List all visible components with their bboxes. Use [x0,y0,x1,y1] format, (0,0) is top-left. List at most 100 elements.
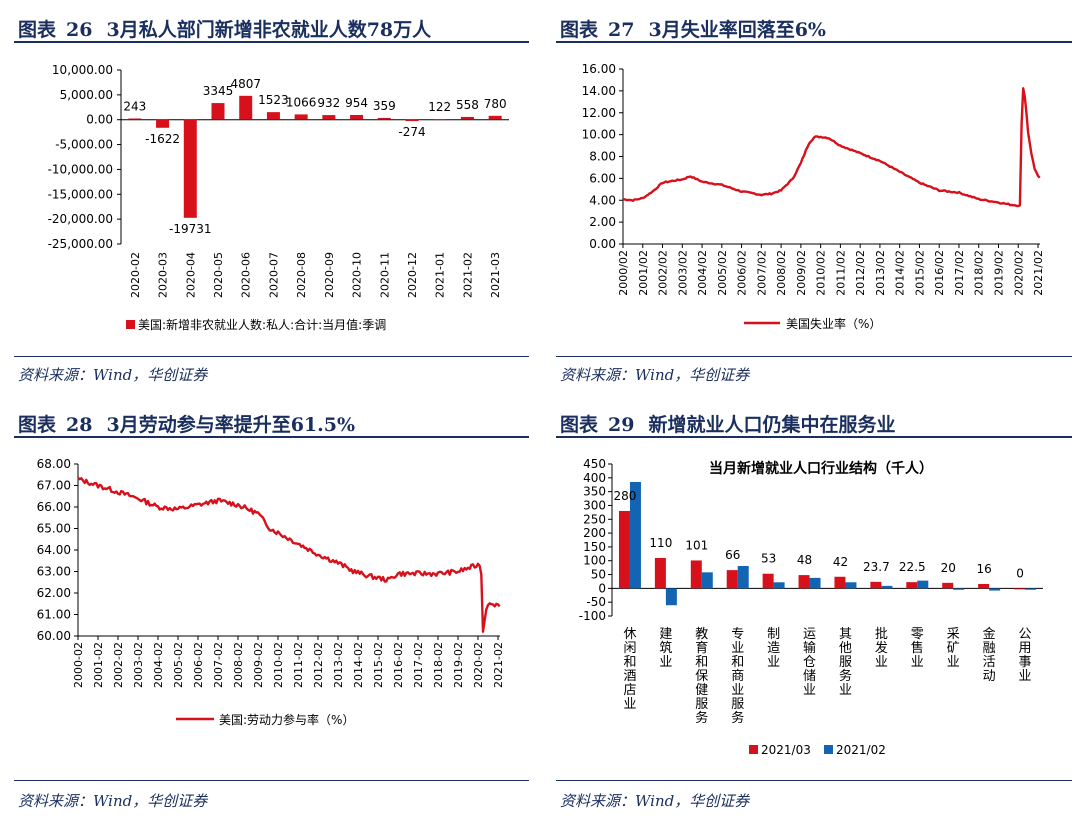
series-line [77,477,501,633]
x-tick-label: 2020-09 [323,252,336,298]
x-tick-label: 2001/02 [637,250,650,296]
bar-value-label: 20 [941,561,956,575]
bar-2021-03 [726,570,738,589]
x-category-label: 运输仓储业 [803,627,816,698]
bar-2021-02 [737,565,749,589]
x-tick-label: 2020-12 [406,252,419,298]
x-tick-label: 2018-02 [432,642,445,688]
x-tick-label: 2006/02 [736,250,749,296]
bar-value-label: 280 [614,489,637,503]
chart-unemployment-rate: 16.00 14.00 12.00 10.00 8.00 6.00 4.00 2.00 0.00… [582,62,1045,331]
y-tick-label: 10.00 [582,128,616,142]
x-tick-label: 2020-03 [157,252,170,298]
x-tick-label: 2009-02 [252,642,265,688]
figure-28-number: 28 [66,414,93,436]
y-tick-label: 400 [583,471,606,485]
bar-2021-02 [953,588,965,590]
bar [460,116,474,120]
bar-value-label: 110 [649,536,672,550]
bar-value-label: 954 [345,96,368,110]
bar-2021-03 [870,581,882,589]
bar-2021-02 [917,580,929,589]
figure-28-bottom-rule [14,780,529,781]
bar [211,103,225,120]
x-tick-label: 2002-02 [112,642,125,688]
x-category-label: 制造业 [767,627,780,670]
y-tick-label: 63.00 [37,565,71,579]
figure-27-bottom-rule [556,356,1072,357]
y-tick-label: -10,000.00 [48,162,113,176]
x-category-label: 其他服务业 [839,627,852,698]
bar-value-label: -274 [398,125,425,139]
y-tick-label: 150 [583,540,606,554]
figure-27-prefix: 图表 [560,19,599,41]
y-tick-label: 60.00 [37,629,71,643]
figure-27-source: 资料来源：Wind，华创证券 [560,366,750,384]
x-tick-label: 2000/02 [617,250,630,296]
bar-2021-02 [809,577,821,589]
x-tick-label: 2013-02 [332,642,345,688]
y-tick-label: 64.00 [37,543,71,557]
y-tick-label: 450 [583,457,606,471]
figure-26-title: 图表 26 3月私人部门新增非农就业人数78万人 [18,15,431,42]
x-tick-label: 2011-02 [292,642,305,688]
chart-participation-rate: 68.00 67.00 66.00 65.00 64.00 63.00 62.00 61.00… [37,457,505,727]
x-tick-label: 2020-10 [351,252,364,298]
figure-29-top-rule [556,436,1072,438]
x-category-label: 金融活动 [983,626,996,684]
x-tick-label: 2019-02 [452,642,465,688]
bar [183,119,197,218]
y-tick-label: 5,000.00 [60,88,113,102]
bar [156,119,170,128]
x-tick-label: 2020/02 [1012,250,1025,296]
bar-value-label: 42 [833,555,848,569]
x-tick-label: 2010/02 [815,250,828,296]
x-tick-label: 2021-01 [434,252,447,298]
bar-value-label: -19731 [169,222,212,236]
x-tick-label: 2017/02 [953,250,966,296]
figure-26-title-text: 3月私人部门新增非农就业人数78万人 [106,19,432,41]
chart-private-payrolls: 10,000.00 5,000.00 0.00 -5,000.00 -10,000.00… [48,63,509,332]
bar-2021-03 [834,576,846,589]
x-tick-label: 2021/02 [1032,250,1045,296]
x-tick-label: 2020-05 [212,252,225,298]
chart-industry-structure: 当月新增就业人口行业结构（千人）450400350300250200150100… [579,457,1043,757]
y-tick-label: 6.00 [589,171,616,185]
legend-label: 2021/02 [836,743,886,757]
legend-label: 美国失业率（%） [786,316,881,331]
figure-28-title: 图表 28 3月劳动参与率提升至61.5% [18,410,355,437]
x-tick-label: 2011/02 [834,250,847,296]
y-tick-label: -15,000.00 [48,187,113,201]
y-tick-label: 65.00 [37,522,71,536]
figure-26-prefix: 图表 [18,19,57,41]
figure-27-number: 27 [608,19,635,41]
y-tick-label: 68.00 [37,457,71,471]
x-tick-label: 2014/02 [894,250,907,296]
x-tick-label: 2021-02 [461,252,474,298]
x-tick-label: 2019/02 [992,250,1005,296]
x-tick-label: 2020-04 [184,252,197,298]
bar-value-label: 66 [725,548,740,562]
y-tick-label: -100 [579,609,606,623]
bar-value-label: 1066 [286,95,317,109]
x-category-label: 公用事业 [1019,627,1032,684]
x-tick-label: 2020-06 [240,252,253,298]
y-tick-label: 200 [583,526,606,540]
bar [294,114,308,120]
bar-value-label: 1523 [258,93,289,107]
legend-swatch [749,745,758,754]
legend-swatch [824,745,833,754]
y-tick-label: -20,000.00 [48,212,113,226]
figure-26-source: 资料来源：Wind，华创证券 [18,366,208,384]
y-tick-label: -50 [586,595,606,609]
x-tick-label: 2003/02 [676,250,689,296]
x-tick-label: 2000-02 [72,642,85,688]
bar-2021-02 [629,481,641,589]
bar [488,115,502,120]
bar [377,117,391,120]
y-tick-label: 16.00 [582,62,616,76]
bar-value-label: 48 [797,553,812,567]
bar-value-label: 16 [976,562,991,576]
figure-26-bottom-rule [14,356,529,357]
y-tick-label: 10,000.00 [52,63,113,77]
